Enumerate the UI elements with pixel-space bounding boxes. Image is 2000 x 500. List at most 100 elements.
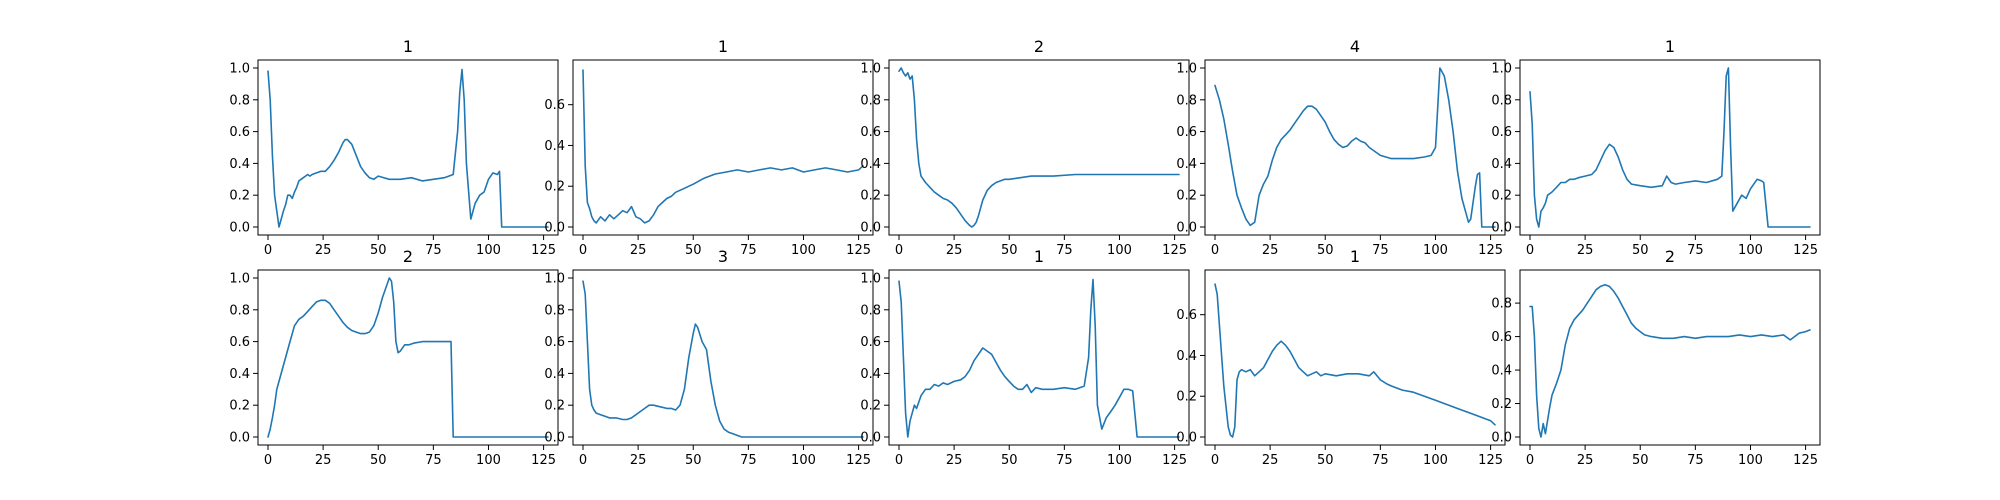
series-line-1	[582, 69, 864, 224]
x-tick-label: 125	[1162, 453, 1187, 468]
axes-frame	[888, 59, 1190, 236]
x-tick-label: 0	[895, 453, 903, 468]
y-tick-label: 0.6	[229, 335, 250, 350]
subplot-title: 1	[1665, 37, 1675, 56]
axes-frame	[257, 59, 559, 236]
subplot-title: 4	[1350, 37, 1360, 56]
y-tick-label: 1.0	[544, 272, 565, 287]
x-tick-label: 50	[370, 243, 387, 258]
subplot-title: 1	[403, 37, 413, 56]
y-tick-label: 0.0	[544, 221, 565, 236]
axes-frame	[1519, 59, 1821, 236]
y-tick-label: 0.0	[229, 431, 250, 446]
y-tick-label: 0.2	[544, 180, 565, 195]
x-tick-label: 75	[425, 243, 442, 258]
x-tick-label: 75	[1372, 243, 1389, 258]
subplot-title: 2	[1665, 247, 1675, 266]
y-tick-label: 0.8	[1491, 93, 1512, 108]
series-line-1	[1214, 283, 1496, 438]
y-tick-label: 0.8	[860, 303, 881, 318]
y-tick-label: 0.0	[544, 431, 565, 446]
y-tick-label: 0.8	[229, 303, 250, 318]
x-tick-label: 25	[1577, 453, 1594, 468]
y-tick-label: 0.8	[229, 93, 250, 108]
axes-frame	[572, 59, 874, 236]
x-tick-label: 0	[1526, 453, 1534, 468]
y-tick-label: 0.4	[1491, 157, 1512, 172]
series-line-1	[898, 278, 1180, 438]
x-tick-label: 100	[476, 243, 501, 258]
subplot-title: 2	[1034, 37, 1044, 56]
x-tick-label: 50	[1632, 453, 1649, 468]
y-tick-label: 0.4	[1176, 157, 1197, 172]
x-tick-label: 100	[1423, 243, 1448, 258]
y-tick-label: 0.8	[1491, 297, 1512, 312]
y-tick-label: 0.6	[1491, 125, 1512, 140]
axes-frame	[572, 269, 874, 446]
series-line-1	[1214, 67, 1496, 228]
x-tick-label: 0	[1211, 243, 1219, 258]
series-line-1	[1529, 67, 1811, 228]
subplot-title: 1	[718, 37, 728, 56]
y-tick-label: 0.4	[544, 139, 565, 154]
series-line-1	[582, 280, 864, 438]
y-tick-label: 0.2	[1176, 390, 1197, 405]
x-tick-label: 125	[531, 243, 556, 258]
subplot-7: 0 25 50 75 100 125 0.0 0.2 0.4 0.6 0.8 1.0 3	[544, 247, 874, 468]
y-tick-label: 0.2	[860, 189, 881, 204]
x-tick-label: 125	[1478, 453, 1503, 468]
y-tick-label: 0.6	[1491, 330, 1512, 345]
x-tick-label: 0	[1526, 243, 1534, 258]
y-tick-label: 0.6	[544, 98, 565, 113]
subplot-6: 0 25 50 75 100 125 0.0 0.2 0.4 0.6 0.8 1.0 2	[229, 247, 559, 468]
y-tick-label: 0.6	[544, 335, 565, 350]
subplot-3: 0 25 50 75 100 125 0.0 0.2 0.4 0.6 0.8 1.0 2	[860, 37, 1190, 258]
y-tick-label: 0.2	[1491, 397, 1512, 412]
x-tick-label: 0	[895, 243, 903, 258]
x-tick-label: 75	[740, 243, 757, 258]
y-tick-label: 0.6	[1176, 125, 1197, 140]
subplot-1: 0 25 50 75 100 125 0.0 0.2 0.4 0.6 0.8 1.0 1	[229, 37, 559, 258]
subplot-title: 3	[718, 247, 728, 266]
x-tick-label: 0	[1211, 453, 1219, 468]
x-tick-label: 25	[1262, 243, 1279, 258]
subplot-title: 1	[1034, 247, 1044, 266]
y-tick-label: 1.0	[860, 62, 881, 77]
subplot-2: 0 25 50 75 100 125 0.0 0.2 0.4 0.6 1	[544, 37, 874, 258]
y-tick-label: 1.0	[1491, 62, 1512, 77]
x-tick-label: 0	[264, 453, 272, 468]
x-tick-label: 50	[1632, 243, 1649, 258]
y-tick-label: 0.0	[860, 431, 881, 446]
y-tick-label: 0.8	[1176, 93, 1197, 108]
y-tick-label: 1.0	[229, 62, 250, 77]
x-tick-label: 125	[1793, 243, 1818, 258]
y-tick-label: 0.4	[860, 367, 881, 382]
x-tick-label: 25	[946, 453, 963, 468]
x-tick-label: 100	[791, 243, 816, 258]
x-tick-label: 100	[1738, 453, 1763, 468]
y-tick-label: 0.6	[860, 335, 881, 350]
x-tick-label: 75	[1687, 243, 1704, 258]
axes-frame	[1204, 59, 1506, 236]
x-tick-label: 125	[531, 453, 556, 468]
y-tick-label: 0.8	[544, 303, 565, 318]
x-tick-label: 0	[579, 453, 587, 468]
subplot-5: 0 25 50 75 100 125 0.0 0.2 0.4 0.6 0.8 1.0 1	[1491, 37, 1821, 258]
x-tick-label: 125	[1793, 453, 1818, 468]
x-tick-label: 25	[1262, 453, 1279, 468]
y-tick-label: 0.0	[1176, 221, 1197, 236]
axes-frame	[1204, 269, 1506, 446]
x-tick-label: 125	[1162, 243, 1187, 258]
x-tick-label: 25	[630, 453, 647, 468]
y-tick-label: 0.0	[1176, 431, 1197, 446]
y-tick-label: 0.0	[860, 221, 881, 236]
y-tick-label: 1.0	[860, 272, 881, 287]
x-tick-label: 75	[425, 453, 442, 468]
y-tick-label: 0.0	[1491, 431, 1512, 446]
x-tick-label: 100	[476, 453, 501, 468]
x-tick-label: 50	[1001, 453, 1018, 468]
y-tick-label: 0.4	[1176, 349, 1197, 364]
series-line-1	[1529, 283, 1811, 438]
y-tick-label: 0.2	[1176, 189, 1197, 204]
